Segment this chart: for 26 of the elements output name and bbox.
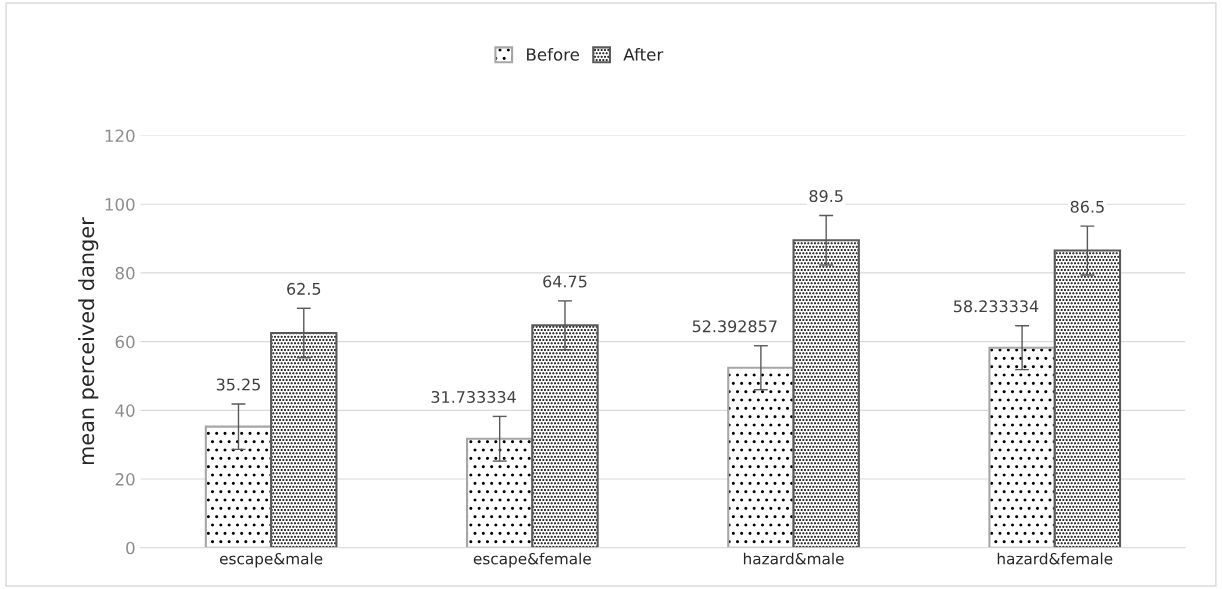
bar — [727, 366, 795, 548]
data-label: 31.733334 — [431, 390, 516, 403]
y-axis-title: mean perceived danger — [78, 217, 99, 465]
data-label: 89.5 — [809, 190, 843, 203]
y-tick-label: 120 — [105, 129, 135, 143]
data-label: 35.25 — [216, 378, 260, 391]
bar — [465, 437, 534, 548]
data-label: 86.5 — [1070, 200, 1104, 213]
data-label: 64.75 — [543, 275, 587, 288]
x-tick-label: hazard&male — [743, 552, 844, 565]
bar — [988, 346, 1056, 548]
y-tick-label: 60 — [115, 335, 135, 349]
data-label: 62.5 — [287, 282, 321, 295]
legend-label: After — [623, 47, 664, 61]
y-tick-label: 40 — [115, 404, 135, 417]
legend-label: Before — [527, 47, 580, 61]
data-label: 52.392857 — [692, 320, 777, 333]
y-tick-label: 20 — [115, 473, 135, 486]
y-tick-label: 80 — [115, 266, 135, 280]
data-label: 58.233334 — [954, 300, 1039, 313]
bar — [204, 425, 273, 548]
x-tick-label: hazard&female — [997, 552, 1113, 565]
x-tick-label: escape&female — [473, 552, 591, 568]
x-tick-label: escape&male — [219, 552, 323, 568]
y-tick-label: 0 — [126, 541, 135, 555]
y-tick-label: 100 — [105, 198, 135, 211]
